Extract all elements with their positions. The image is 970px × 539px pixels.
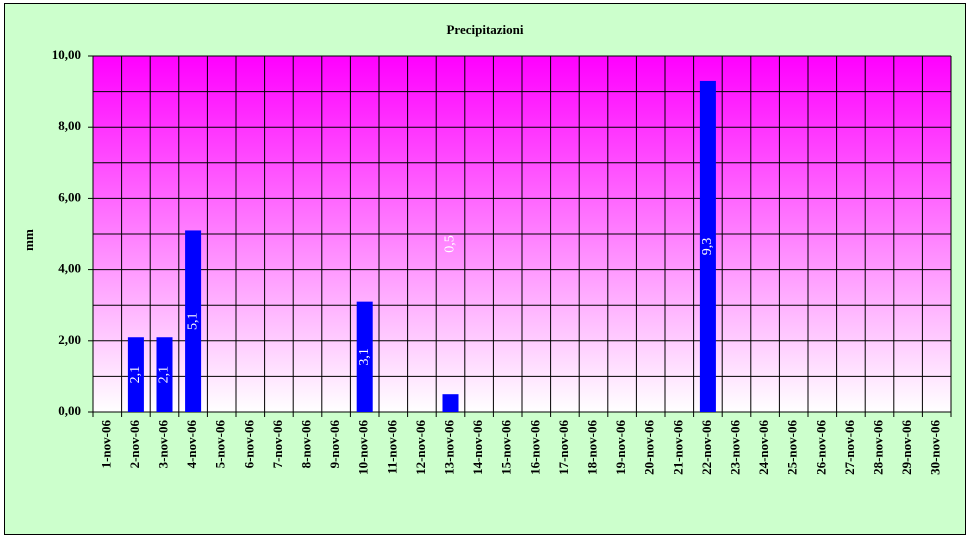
x-tick-label: 2-nov-06 <box>127 420 142 469</box>
data-label: 2,1 <box>157 366 172 384</box>
x-tick-label: 21-nov-06 <box>670 420 685 475</box>
x-tick-label: 10-nov-06 <box>356 420 371 475</box>
data-label: 3,1 <box>357 348 372 366</box>
x-tick-label: 18-nov-06 <box>584 420 599 475</box>
x-tick-label: 11-nov-06 <box>384 420 399 475</box>
data-label: 5,1 <box>185 312 200 330</box>
x-tick-label: 7-nov-06 <box>270 420 285 469</box>
x-tick-label: 16-nov-06 <box>527 420 542 475</box>
data-label: 9,3 <box>700 238 715 256</box>
y-tick-label: 6,00 <box>58 189 81 204</box>
bar <box>699 80 716 413</box>
x-tick-label: 6-nov-06 <box>241 420 256 469</box>
x-tick-label: 29-nov-06 <box>899 420 914 475</box>
x-tick-label: 12-nov-06 <box>413 420 428 475</box>
bar <box>442 394 459 412</box>
x-tick-label: 8-nov-06 <box>298 420 313 469</box>
data-label: 2,1 <box>128 366 143 384</box>
x-tick-label: 5-nov-06 <box>213 420 228 469</box>
bar <box>127 337 144 412</box>
x-tick-label: 25-nov-06 <box>785 420 800 475</box>
x-tick-label: 19-nov-06 <box>613 420 628 475</box>
x-tick-label: 23-nov-06 <box>727 420 742 475</box>
x-tick-label: 9-nov-06 <box>327 420 342 469</box>
y-tick-label: 8,00 <box>58 118 81 133</box>
x-tick-label: 28-nov-06 <box>870 420 885 475</box>
x-tick-label: 15-nov-06 <box>499 420 514 475</box>
x-tick-label: 26-nov-06 <box>813 420 828 475</box>
x-tick-label: 3-nov-06 <box>155 420 170 469</box>
x-tick-label: 20-nov-06 <box>642 420 657 475</box>
y-tick-label: 4,00 <box>58 261 81 276</box>
x-tick-label: 17-nov-06 <box>556 420 571 475</box>
y-tick-label: 10,00 <box>52 47 81 62</box>
bar <box>185 230 202 412</box>
x-tick-label: 13-nov-06 <box>441 420 456 475</box>
y-tick-label: 2,00 <box>58 332 81 347</box>
data-label: 0,5 <box>443 235 458 253</box>
x-tick-label: 30-nov-06 <box>928 420 943 475</box>
x-tick-label: 22-nov-06 <box>699 420 714 475</box>
x-tick-label: 4-nov-06 <box>184 420 199 469</box>
bar <box>156 337 173 412</box>
x-tick-label: 24-nov-06 <box>756 420 771 475</box>
bar <box>356 301 373 412</box>
y-axis-label: mm <box>21 229 36 251</box>
chart-title: Precipitazioni <box>446 22 523 37</box>
y-tick-label: 0,00 <box>58 403 81 418</box>
x-tick-label: 1-nov-06 <box>98 420 113 469</box>
x-tick-label: 27-nov-06 <box>842 420 857 475</box>
x-tick-label: 14-nov-06 <box>470 420 485 475</box>
